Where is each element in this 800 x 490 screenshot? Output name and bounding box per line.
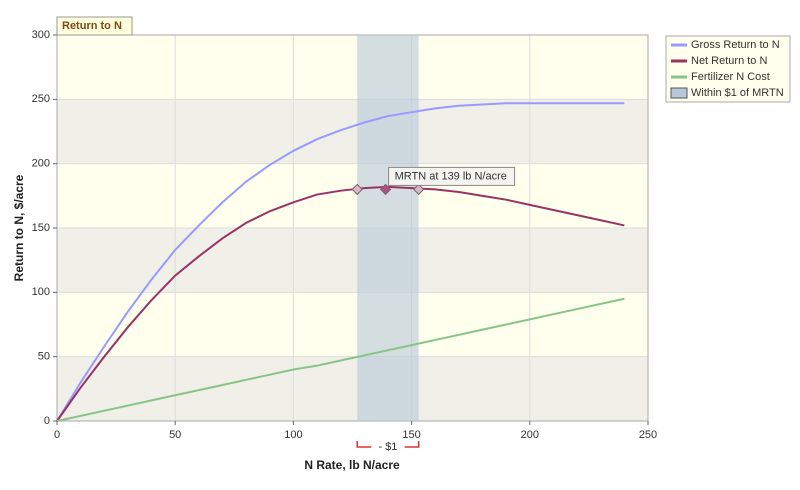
mrtn-marker bbox=[379, 183, 392, 196]
plot-band bbox=[57, 292, 648, 357]
series-line bbox=[56, 297, 625, 422]
annotation: MRTN at 139 lb N/acre bbox=[395, 170, 507, 182]
mrtn-marker bbox=[412, 183, 425, 196]
chart-title: Return to N bbox=[62, 20, 122, 32]
y-tick-label: 150 bbox=[32, 222, 50, 234]
legend-swatch bbox=[670, 87, 688, 99]
y-tick-label: 250 bbox=[32, 93, 50, 105]
range-bracket bbox=[356, 441, 420, 448]
x-tick-label: 200 bbox=[521, 429, 539, 441]
mrtn-marker bbox=[351, 183, 363, 196]
y-tick-label: 100 bbox=[32, 286, 50, 298]
plot-band bbox=[57, 35, 648, 100]
legend-label: Net Return to N bbox=[691, 55, 767, 67]
x-tick-label: 0 bbox=[54, 429, 60, 441]
title-box bbox=[56, 16, 133, 36]
plot-band bbox=[57, 228, 648, 293]
series-line bbox=[56, 185, 625, 422]
x-tick-label: 50 bbox=[169, 429, 181, 441]
range-label: - $1 bbox=[378, 441, 397, 453]
x-axis-title: N Rate, lb N/acre bbox=[304, 458, 400, 472]
y-tick-label: 200 bbox=[32, 158, 50, 170]
legend-label: Gross Return to N bbox=[691, 39, 780, 51]
mrtn-band bbox=[357, 35, 419, 421]
annotation-box bbox=[388, 166, 516, 186]
x-tick-label: 100 bbox=[284, 429, 302, 441]
legend-label: Within $1 of MRTN bbox=[691, 87, 784, 99]
series-line bbox=[56, 102, 625, 422]
x-tick-label: 150 bbox=[402, 429, 420, 441]
plot-band bbox=[57, 163, 648, 228]
y-tick-label: 300 bbox=[32, 29, 50, 41]
y-axis-title: Return to N, $/acre bbox=[12, 174, 26, 281]
y-tick-label: 50 bbox=[38, 351, 50, 363]
y-tick-label: 0 bbox=[44, 415, 50, 427]
plot-band bbox=[57, 356, 648, 421]
plot-band bbox=[57, 99, 648, 164]
legend-label: Fertilizer N Cost bbox=[691, 71, 770, 83]
x-tick-label: 250 bbox=[639, 429, 657, 441]
